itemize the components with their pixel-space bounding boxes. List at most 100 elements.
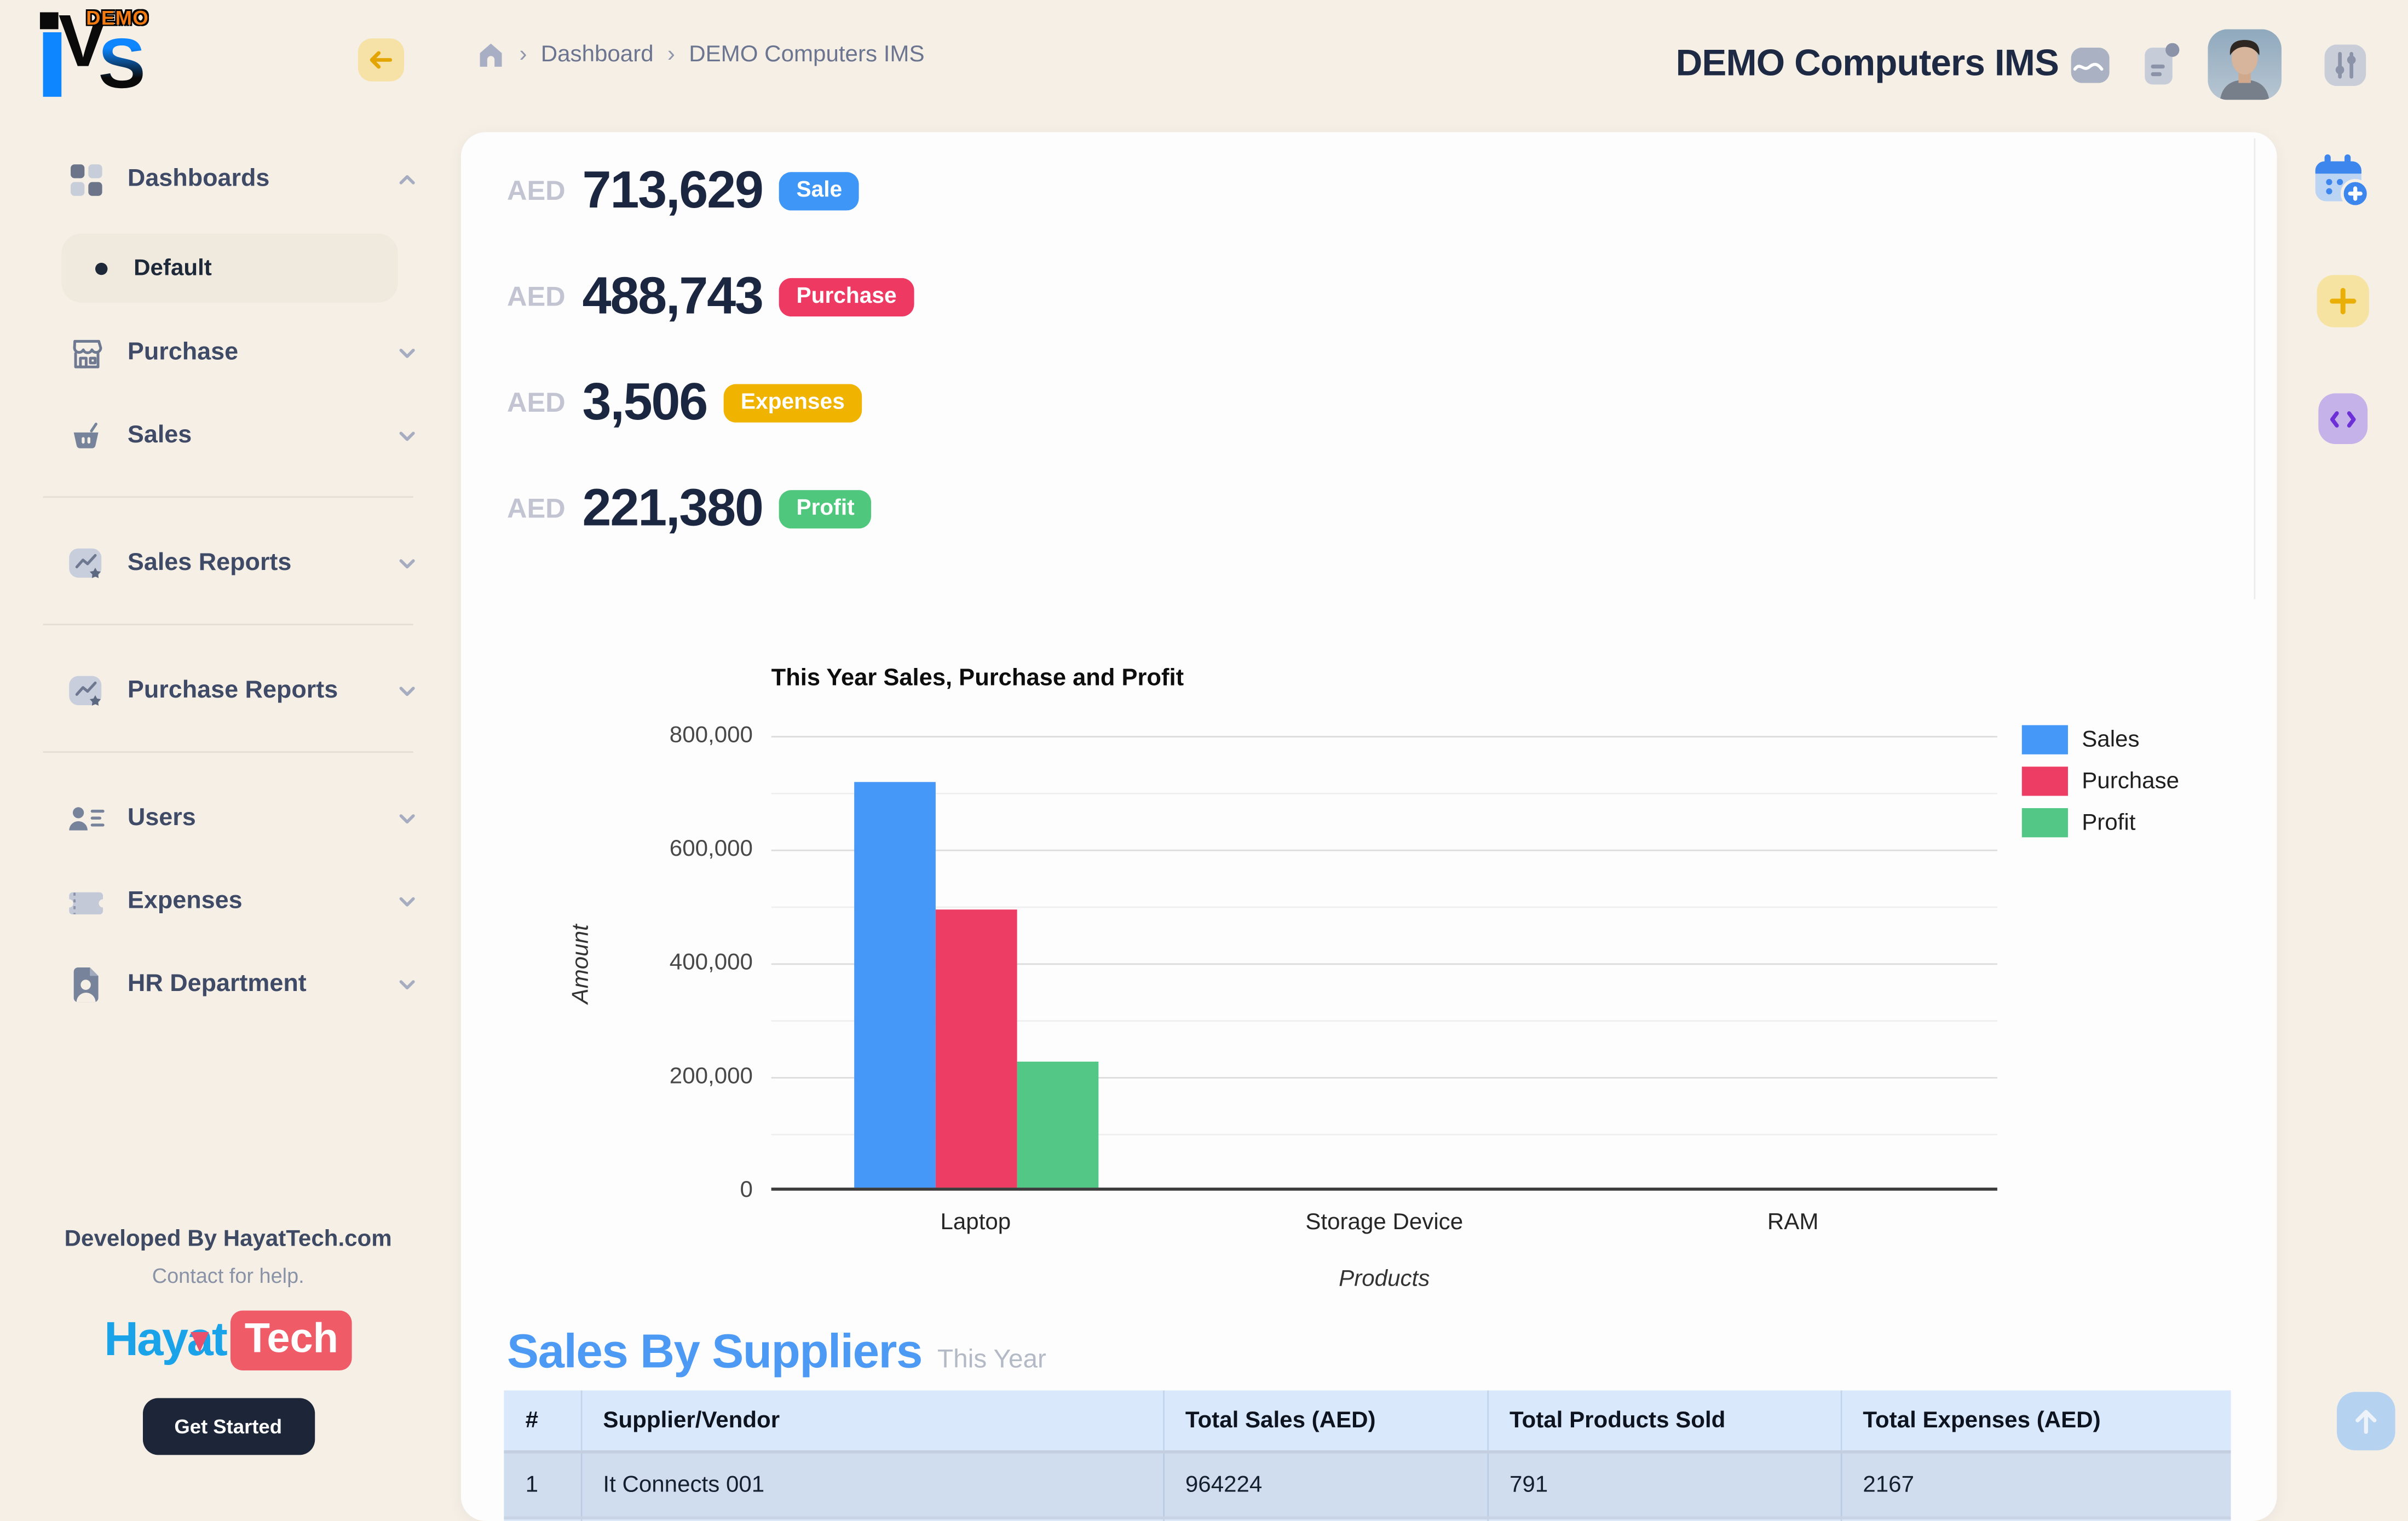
sidebar-item-expenses[interactable]: Expenses xyxy=(0,873,456,931)
main-content-card: AED 713,629 Sale AED 488,743 Purchase AED … xyxy=(460,132,2277,1521)
theme-toggle-button[interactable] xyxy=(2071,47,2110,88)
scroll-to-top-button[interactable] xyxy=(2337,1392,2395,1450)
sidebar-item-sales-reports[interactable]: Sales Reports xyxy=(0,535,456,594)
legend-item: Sales xyxy=(2021,725,2179,754)
sidebar-item-hr-department[interactable]: HR Department xyxy=(0,955,456,1014)
sidebar-item-label: Default xyxy=(134,255,212,281)
home-icon[interactable] xyxy=(476,40,505,69)
breadcrumb-current[interactable]: DEMO Computers IMS xyxy=(689,41,925,68)
stat-currency: AED xyxy=(507,174,566,205)
basket-icon xyxy=(65,418,108,454)
bar-sales-laptop xyxy=(853,782,935,1188)
chart-title: This Year Sales, Purchase and Profit xyxy=(771,665,1184,692)
chart-star-icon xyxy=(65,671,108,711)
chevron-down-icon xyxy=(399,980,415,990)
developed-by-text: Developed By HayatTech.com xyxy=(64,1226,392,1252)
ticket-icon xyxy=(65,885,108,919)
stat-currency: AED xyxy=(507,386,566,417)
sidebar-item-label: Users xyxy=(127,805,196,832)
summary-stats: AED 713,629 Sale AED 488,743 Purchase AED … xyxy=(507,157,914,580)
table-row-partial xyxy=(504,1516,2231,1521)
get-started-button[interactable]: Get Started xyxy=(142,1398,314,1455)
sidebar-item-label: Sales Reports xyxy=(127,550,292,577)
sidebar-item-dashboards[interactable]: Dashboards xyxy=(0,151,456,209)
chart-star-icon xyxy=(65,544,108,584)
sidebar-item-purchase-reports[interactable]: Purchase Reports xyxy=(0,662,456,721)
chevron-down-icon xyxy=(399,559,415,569)
sidebar-item-label: Purchase Reports xyxy=(127,677,338,704)
suppliers-title: Sales By Suppliers xyxy=(507,1324,923,1379)
sidebar-collapse-button[interactable] xyxy=(358,38,404,82)
logo-demo-badge: DEMO xyxy=(86,6,149,30)
gridline xyxy=(771,736,1997,738)
chevron-down-icon xyxy=(399,431,415,441)
notifications-icon xyxy=(2145,43,2180,85)
sidebar: V S DEMO Dashboards Default xyxy=(0,0,456,1521)
user-avatar[interactable] xyxy=(2208,29,2282,100)
sidebar-nav: Dashboards Default Purchase Sales xyxy=(0,151,456,1039)
breadcrumb: › Dashboard › DEMO Computers IMS xyxy=(476,40,925,69)
stat-badge: Sale xyxy=(779,171,860,210)
legend-label: Purchase xyxy=(2082,768,2180,794)
sidebar-item-default[interactable]: Default xyxy=(61,233,398,303)
logo-dot xyxy=(39,12,59,30)
legend-swatch xyxy=(2021,808,2068,838)
legend-item: Purchase xyxy=(2021,767,2180,796)
y-tick-label: 600,000 xyxy=(669,836,753,862)
page-title: DEMO Computers IMS xyxy=(1675,43,2059,85)
table-header-row: # Supplier/Vendor Total Sales (AED) Total P… xyxy=(504,1390,2231,1452)
gridline xyxy=(771,1077,1997,1079)
suppliers-subtitle: This Year xyxy=(937,1344,1046,1374)
hayattech-logo: Hayat Tech xyxy=(0,1300,456,1380)
stat-row: AED 713,629 Sale xyxy=(507,157,914,224)
breadcrumb-dashboard[interactable]: Dashboard xyxy=(540,41,654,68)
sales-purchase-profit-chart: This Year Sales, Purchase and Profit Amo… xyxy=(461,639,2277,1330)
y-tick-label: 200,000 xyxy=(669,1063,753,1090)
arrow-left-icon xyxy=(370,51,393,69)
sidebar-footer: Developed By HayatTech.com Contact for h… xyxy=(0,1226,456,1455)
y-tick-label: 0 xyxy=(740,1177,753,1203)
table-header-cell: Total Expenses (AED) xyxy=(1840,1390,2231,1452)
x-category-label: RAM xyxy=(1767,1209,1819,1236)
stat-row: AED 488,743 Purchase xyxy=(507,263,914,330)
app-logo[interactable]: V S DEMO xyxy=(39,2,178,105)
add-button[interactable] xyxy=(2317,275,2369,327)
arrow-up-icon xyxy=(2355,1410,2377,1434)
gridline xyxy=(771,906,1997,908)
users-icon xyxy=(65,800,108,837)
x-axis-label: Products xyxy=(1339,1266,1430,1292)
code-button[interactable] xyxy=(2318,393,2368,444)
sidebar-item-label: Purchase xyxy=(127,339,239,366)
table-row: 1 It Connects 001 964224 791 2167 xyxy=(504,1450,2231,1518)
sidebar-item-sales[interactable]: Sales xyxy=(0,407,456,466)
table-cell: 1 xyxy=(504,1450,582,1518)
stat-row: AED 221,380 Profit xyxy=(507,475,914,542)
theme-toggle-icon xyxy=(2071,47,2110,83)
table-header-cell: Total Products Sold xyxy=(1487,1390,1842,1452)
sidebar-item-users[interactable]: Users xyxy=(0,790,456,848)
x-category-label: Storage Device xyxy=(1305,1209,1464,1236)
sidebar-item-label: Sales xyxy=(127,422,192,449)
person-document-icon xyxy=(65,965,108,1005)
table-cell: 791 xyxy=(1487,1450,1842,1518)
bar-purchase-laptop xyxy=(935,909,1017,1188)
hayattech-logo-secondary: Tech xyxy=(231,1310,353,1370)
stat-currency: AED xyxy=(507,492,566,523)
plus-icon xyxy=(2330,287,2357,315)
chevron-down-icon xyxy=(399,814,415,824)
y-tick-label: 800,000 xyxy=(669,722,753,748)
stats-divider xyxy=(2254,138,2256,600)
sidebar-divider xyxy=(43,496,413,498)
bullet-icon xyxy=(95,262,108,274)
stat-row: AED 3,506 Expenses xyxy=(507,368,914,436)
settings-sliders-button[interactable] xyxy=(2324,44,2366,90)
breadcrumb-separator: › xyxy=(667,41,675,68)
sliders-icon xyxy=(2324,44,2366,87)
notifications-button[interactable] xyxy=(2142,43,2180,93)
calendar-add-button[interactable] xyxy=(2311,152,2372,211)
sidebar-item-purchase[interactable]: Purchase xyxy=(0,324,456,383)
gridline xyxy=(771,1020,1997,1022)
sidebar-item-label: Expenses xyxy=(127,888,243,914)
chevron-down-icon xyxy=(399,348,415,358)
chevron-down-icon xyxy=(399,897,415,907)
